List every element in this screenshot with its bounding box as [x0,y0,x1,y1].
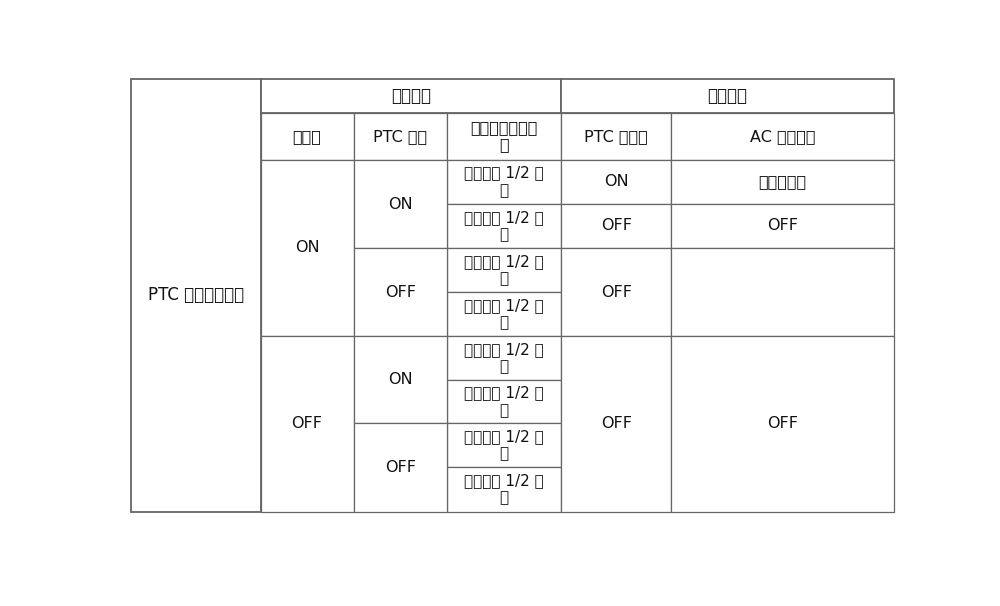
Bar [561,336,671,511]
Text: OFF: OFF [767,416,798,431]
Bar [447,423,561,467]
Bar [354,423,447,511]
Bar [671,336,894,511]
Text: 输出高电平: 输出高电平 [759,174,807,189]
Bar [671,160,894,204]
Text: ON: ON [295,241,319,255]
Bar [354,113,447,160]
Bar [447,292,561,336]
Text: PTC 输出控制逻辑: PTC 输出控制逻辑 [148,286,244,304]
Text: PTC 指示灯: PTC 指示灯 [584,128,648,144]
Text: 处于右边 1/2 范
围: 处于右边 1/2 范 围 [464,254,544,287]
Bar [354,336,447,423]
Bar [261,79,561,113]
Bar [447,467,561,511]
Bar [354,160,447,248]
Bar [354,248,447,336]
Text: ON: ON [388,372,412,387]
Text: 处于右边 1/2 范
围: 处于右边 1/2 范 围 [464,342,544,374]
Text: OFF: OFF [601,218,632,233]
Text: OFF: OFF [385,460,416,475]
Bar [447,160,561,204]
Text: OFF: OFF [385,285,416,300]
Bar [561,248,671,336]
Text: ON: ON [388,196,412,211]
Bar [261,336,354,511]
Text: 输出结果: 输出结果 [708,87,748,105]
Bar [131,79,261,511]
Bar [671,248,894,336]
Text: 处于左边 1/2 范
围: 处于左边 1/2 范 围 [464,210,544,242]
Text: 处于左边 1/2 范
围: 处于左边 1/2 范 围 [464,385,544,418]
Bar [671,113,894,160]
Bar [447,380,561,423]
Bar [447,336,561,380]
Text: OFF: OFF [601,416,632,431]
Text: ON: ON [604,174,629,189]
Text: 温度风门旋鈕位
置: 温度风门旋鈕位 置 [470,120,538,153]
Text: 处于右边 1/2 范
围: 处于右边 1/2 范 围 [464,429,544,461]
Text: 处于右边 1/2 范
围: 处于右边 1/2 范 围 [464,165,544,198]
Bar [447,113,561,160]
Text: OFF: OFF [601,285,632,300]
Text: 条件设置: 条件设置 [391,87,431,105]
Text: 处于左边 1/2 范
围: 处于左边 1/2 范 围 [464,298,544,330]
Bar [561,113,671,160]
Text: 鼓风机: 鼓风机 [293,128,322,144]
Bar [447,248,561,292]
Text: OFF: OFF [292,416,323,431]
Bar [671,204,894,248]
Bar [561,79,894,113]
Bar [561,160,671,204]
Text: OFF: OFF [767,218,798,233]
Bar [447,204,561,248]
Text: 处于左边 1/2 范
围: 处于左边 1/2 范 围 [464,473,544,505]
Text: PTC 按键: PTC 按键 [373,128,427,144]
Bar [261,113,354,160]
Bar [561,204,671,248]
Text: AC 信号输出: AC 信号输出 [750,128,815,144]
Bar [261,160,354,336]
